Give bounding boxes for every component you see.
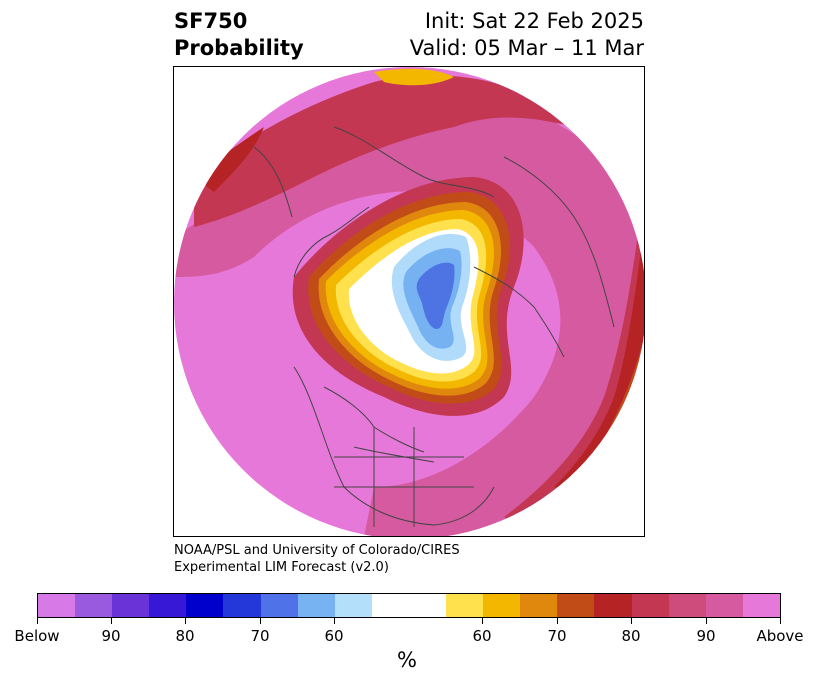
title-variable: SF750 Probability (174, 8, 304, 62)
colorbar-tick (185, 618, 186, 624)
colorbar-tick-label: Above (756, 627, 804, 645)
colorbar-segment (668, 594, 706, 617)
title-variable-line2: Probability (174, 36, 304, 60)
colorbar-tick (260, 618, 261, 624)
colorbar-tick (706, 618, 707, 624)
colorbar-tick-label: 90 (101, 627, 121, 645)
colorbar-segment (149, 594, 187, 617)
title-variable-line1: SF750 (174, 9, 248, 33)
colorbar-segment (557, 594, 595, 617)
colorbar-segment (520, 594, 558, 617)
colorbar-segment (297, 594, 335, 617)
colorbar-tick (557, 618, 558, 624)
colorbar-tick-label: 90 (696, 627, 716, 645)
band-above-80 (194, 75, 574, 227)
polar-map (174, 67, 644, 536)
colorbar-tick-label: 80 (175, 627, 195, 645)
credit-line1: NOAA/PSL and University of Colorado/CIRE… (174, 543, 460, 558)
colorbar-segment (334, 594, 372, 617)
band-above-70 (554, 227, 644, 492)
colorbar-tick (780, 618, 781, 624)
colorbar-segment (186, 594, 224, 617)
colorbar-segment (371, 594, 447, 617)
colorbar-segment (705, 594, 743, 617)
band-above-80-east (504, 187, 644, 527)
colorbar-tick-label: 80 (621, 627, 641, 645)
colorbar-tick-label: 60 (472, 627, 492, 645)
colorbar (37, 593, 781, 618)
colorbar-segment (483, 594, 521, 617)
map-panel (173, 66, 645, 537)
band-above-90 (174, 83, 644, 536)
coastlines (253, 126, 615, 527)
colorbar-tick (482, 618, 483, 624)
init-date: Init: Sat 22 Feb 2025 (424, 9, 644, 33)
credit: NOAA/PSL and University of Colorado/CIRE… (174, 542, 460, 576)
colorbar-tick (111, 618, 112, 624)
below-80-central (416, 262, 455, 329)
colorbar-segment (594, 594, 632, 617)
colorbar-segment (112, 594, 150, 617)
colorbar-segment (75, 594, 113, 617)
colorbar-tick-label: 70 (250, 627, 270, 645)
colorbar-tick-label: 60 (324, 627, 344, 645)
colorbar-unit-label: % (397, 648, 417, 672)
colorbar-segment (260, 594, 298, 617)
colorbar-segment (223, 594, 261, 617)
band-above-70-west (194, 127, 264, 192)
colorbar-tick (37, 618, 38, 624)
colorbar-segment (742, 594, 780, 617)
band-yellow-north (374, 68, 454, 86)
colorbar-segment (38, 594, 76, 617)
colorbar-segment (446, 594, 484, 617)
colorbar-segment (631, 594, 669, 617)
colorbar-tick-label: 70 (547, 627, 567, 645)
colorbar-tick (631, 618, 632, 624)
colorbar-tick (334, 618, 335, 624)
colorbar-tick-label: Below (14, 627, 60, 645)
title-dates: Init: Sat 22 Feb 2025 Valid: 05 Mar – 11… (410, 8, 644, 62)
credit-line2: Experimental LIM Forecast (v2.0) (174, 560, 389, 575)
valid-dates: Valid: 05 Mar – 11 Mar (409, 36, 644, 60)
